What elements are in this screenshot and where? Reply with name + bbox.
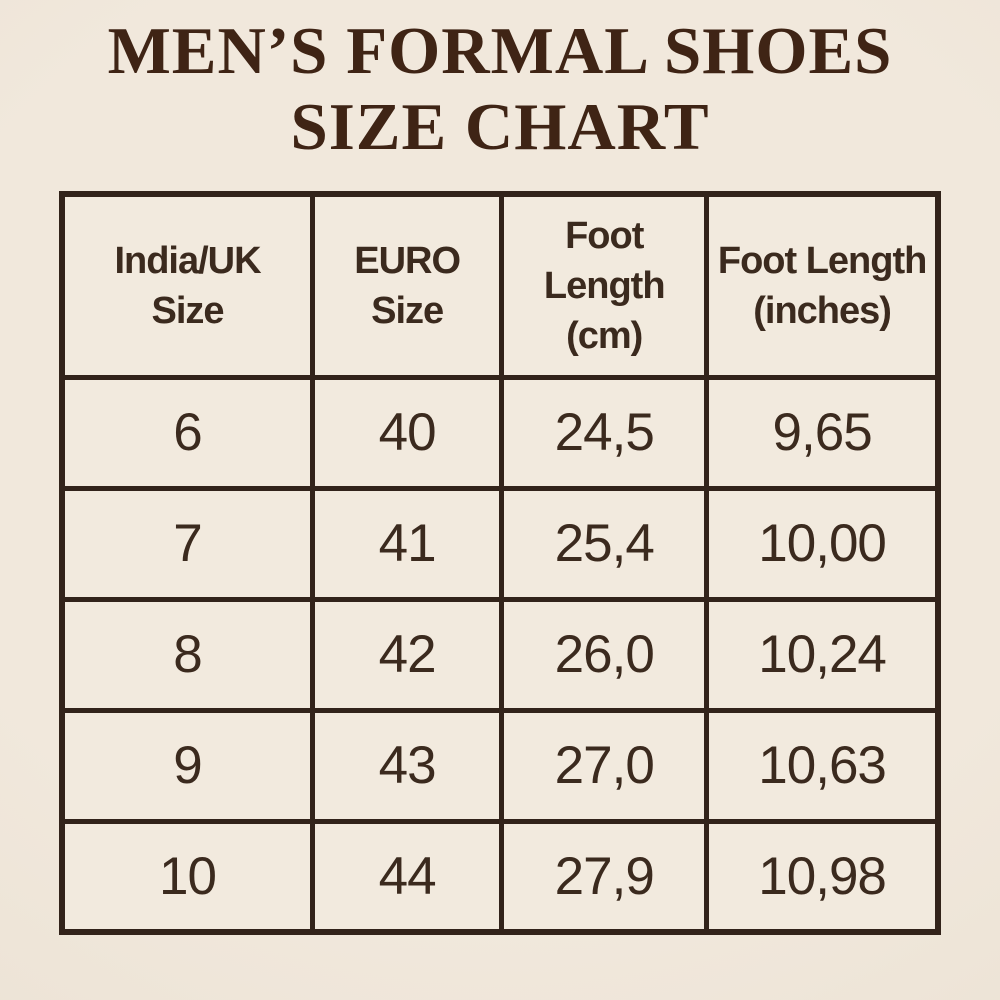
column-header-line: EURO — [354, 240, 461, 282]
table-row: 9 43 27,0 10,63 — [59, 707, 941, 824]
table-cell: 26,0 — [499, 596, 710, 713]
table-cell: 8 — [59, 596, 316, 713]
table-cell: 24,5 — [499, 374, 710, 491]
table-cell: 42 — [310, 596, 505, 713]
column-header-2: Foot Length (cm) — [499, 191, 710, 380]
table-cell: 6 — [59, 374, 316, 491]
table-cell: 10,24 — [704, 596, 941, 713]
page-title-line1: MEN’S FORMAL SHOES — [107, 14, 893, 88]
table-cell: 25,4 — [499, 485, 710, 602]
table-row: 6 40 24,5 9,65 — [59, 374, 941, 491]
column-header-line: Foot — [565, 214, 644, 257]
table-cell: 44 — [310, 818, 505, 935]
table-cell: 9 — [59, 707, 316, 824]
table-header-row: India/UK Size EURO Size Foot Length (cm) Foot … — [59, 191, 941, 380]
column-header-line: Length (cm) — [543, 265, 666, 358]
column-header-line: (inches) — [753, 290, 892, 333]
column-header-line: Size — [151, 290, 224, 333]
table-row: 8 42 26,0 10,24 — [59, 596, 941, 713]
table-cell: 27,0 — [499, 707, 710, 824]
table-cell: 10 — [59, 818, 316, 935]
table-header: India/UK Size EURO Size Foot Length (cm) Foot … — [59, 191, 941, 380]
page-title-line2: SIZE CHART — [290, 89, 710, 164]
table-cell: 9,65 — [704, 374, 941, 491]
table-cell: 40 — [310, 374, 505, 491]
column-header-line: Foot Length — [717, 240, 927, 282]
page-title: MEN’S FORMAL SHOES SIZE CHART — [0, 14, 1000, 165]
table-row: 10 44 27,9 10,98 — [59, 818, 941, 935]
column-header-3: Foot Length (inches) — [704, 191, 941, 380]
table-cell: 10,00 — [704, 485, 941, 602]
column-header-line: Size — [371, 290, 444, 333]
table-body: 6 40 24,5 9,65 7 41 25,4 10,00 8 42 26,0 10,24 9 43 27… — [59, 374, 941, 935]
table-cell: 27,9 — [499, 818, 710, 935]
column-header-line: India/UK — [114, 240, 261, 282]
column-header-1: EURO Size — [310, 191, 505, 380]
table-cell: 41 — [310, 485, 505, 602]
size-chart-table: India/UK Size EURO Size Foot Length (cm) Foot … — [59, 191, 941, 936]
table-cell: 43 — [310, 707, 505, 824]
table-row: 7 41 25,4 10,00 — [59, 485, 941, 602]
table-cell: 7 — [59, 485, 316, 602]
table-cell: 10,63 — [704, 707, 941, 824]
column-header-0: India/UK Size — [59, 191, 316, 380]
table-cell: 10,98 — [704, 818, 941, 935]
